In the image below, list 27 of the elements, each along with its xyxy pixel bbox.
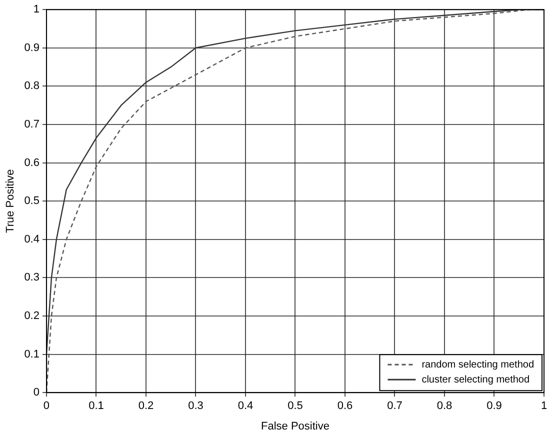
y-tick-label: 0.2 (24, 310, 40, 322)
y-tick-label: 0.7 (24, 118, 40, 131)
x-tick-label: 0 (43, 400, 50, 412)
line-series (46, 10, 544, 393)
x-tick-label: 0.3 (188, 400, 204, 412)
legend-label: random selecting method (422, 359, 534, 370)
x-tick-label: 0.4 (238, 400, 254, 412)
y-tick-label: 0.9 (24, 42, 40, 54)
y-tick-label: 1 (33, 4, 40, 16)
y-tick-label: 0.6 (24, 156, 40, 169)
x-tick-label: 0.1 (88, 400, 104, 412)
y-tick-label: 0.4 (24, 233, 40, 246)
x-tick-label: 0.9 (486, 400, 502, 412)
y-axis-title: True Positive (4, 169, 17, 233)
legend-label: cluster selecting method (422, 374, 530, 386)
x-axis-title: False Positive (261, 420, 330, 432)
x-tick-label: 0.5 (288, 400, 303, 412)
y-tick-label: 0 (33, 386, 40, 399)
x-tick-label: 0.6 (337, 400, 353, 412)
x-tick-label: 0.7 (387, 400, 402, 412)
y-tick-label: 0.1 (24, 348, 40, 360)
x-tick-label: 1 (540, 400, 548, 412)
x-tick-label: 0.2 (138, 400, 154, 412)
y-tick-label: 0.8 (24, 80, 40, 92)
y-tick-label: 0.5 (24, 195, 40, 208)
y-tick-label: 0.3 (24, 272, 40, 284)
x-tick-label: 0.8 (436, 400, 452, 412)
